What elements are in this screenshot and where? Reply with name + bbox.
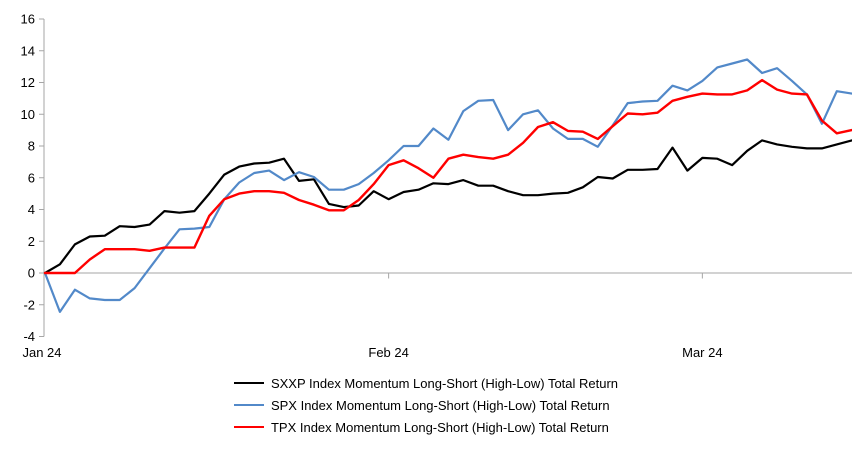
legend-label-sxxp: SXXP Index Momentum Long-Short (High-Low…: [270, 375, 619, 391]
y-tick-label: 10: [21, 107, 35, 122]
series-line-tpx: [43, 78, 852, 275]
legend-item-spx: SPX Index Momentum Long-Short (High-Low)…: [233, 394, 618, 416]
legend-line-swatch-sxxp: [233, 382, 264, 384]
legend-items: SXXP Index Momentum Long-Short (High-Low…: [233, 372, 619, 438]
y-tick-label: 2: [28, 234, 35, 249]
series-line-sxxp: [43, 139, 852, 275]
y-tick-label: 14: [21, 43, 35, 58]
legend-line-swatch-spx: [233, 404, 264, 406]
x-tick-label: Mar 24: [682, 345, 722, 360]
legend-label-spx: SPX Index Momentum Long-Short (High-Low)…: [270, 397, 610, 413]
y-tick-label: 0: [28, 266, 35, 281]
legend: SXXP Index Momentum Long-Short (High-Low…: [0, 372, 852, 438]
y-tick-label: -4: [23, 329, 35, 344]
y-tick-label: 6: [28, 170, 35, 185]
y-tick-label: 8: [28, 139, 35, 154]
y-tick-label: 16: [21, 12, 35, 27]
x-tick-label: Jan 24: [22, 345, 61, 360]
y-tick-label: -2: [23, 297, 35, 312]
x-tick-label: Feb 24: [368, 345, 408, 360]
legend-item-sxxp: SXXP Index Momentum Long-Short (High-Low…: [233, 372, 619, 394]
y-tick-label: 4: [28, 202, 35, 217]
series-line-spx: [43, 58, 852, 313]
legend-item-tpx: TPX Index Momentum Long-Short (High-Low)…: [233, 416, 618, 438]
legend-label-tpx: TPX Index Momentum Long-Short (High-Low)…: [270, 419, 609, 435]
y-tick-label: 12: [21, 75, 35, 90]
legend-line-swatch-tpx: [233, 425, 264, 429]
